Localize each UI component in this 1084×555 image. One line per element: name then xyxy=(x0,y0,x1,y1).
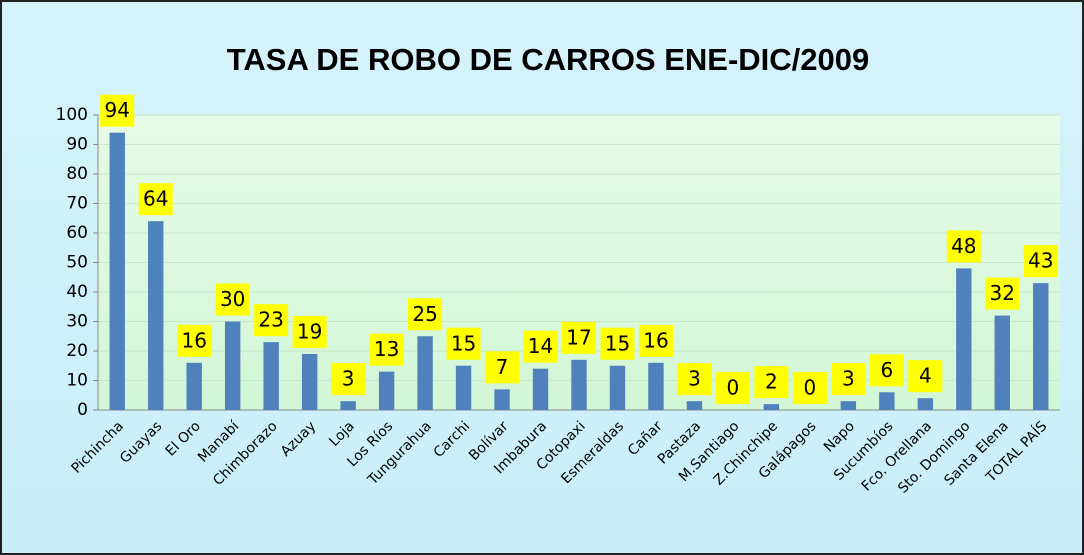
bar xyxy=(1033,283,1049,410)
value-label: 2 xyxy=(765,370,778,394)
value-label: 48 xyxy=(951,234,976,258)
value-label: 43 xyxy=(1028,249,1053,273)
value-label-box xyxy=(831,363,866,396)
value-label-box xyxy=(485,351,520,384)
value-label: 25 xyxy=(412,302,437,326)
value-label-box xyxy=(908,360,943,393)
value-label: 19 xyxy=(297,319,322,343)
bar xyxy=(532,368,549,410)
value-label: 7 xyxy=(496,355,509,379)
value-label-box xyxy=(985,277,1020,310)
bar xyxy=(879,392,895,410)
bar xyxy=(417,336,433,410)
bar xyxy=(609,365,626,410)
value-label: 32 xyxy=(990,281,1015,305)
bar xyxy=(340,401,356,410)
bar xyxy=(917,398,934,410)
value-label-box xyxy=(754,366,789,399)
value-label-box xyxy=(177,324,212,357)
value-label: 0 xyxy=(804,376,817,400)
bar xyxy=(263,342,279,410)
bar xyxy=(301,353,318,410)
value-label: 16 xyxy=(181,328,206,352)
value-label: 64 xyxy=(143,187,168,211)
value-label-box xyxy=(869,354,904,387)
value-label: 13 xyxy=(374,337,399,361)
bar xyxy=(686,401,703,410)
value-label-box xyxy=(408,298,443,331)
y-tick-label: 50 xyxy=(66,253,88,273)
value-label: 23 xyxy=(258,308,283,332)
y-tick-label: 10 xyxy=(66,371,88,391)
y-tick-label: 60 xyxy=(66,223,88,243)
y-tick-label: 30 xyxy=(66,312,88,332)
value-label: 4 xyxy=(919,364,932,388)
value-label: 3 xyxy=(688,367,701,391)
bar xyxy=(571,359,587,410)
bar xyxy=(494,389,510,410)
value-label: 15 xyxy=(451,331,476,355)
y-tick-label: 20 xyxy=(66,341,88,361)
bar xyxy=(956,268,972,410)
value-label-box xyxy=(215,283,250,316)
value-label-box xyxy=(715,372,750,404)
bar xyxy=(840,401,857,410)
y-tick-label: 100 xyxy=(56,105,88,125)
value-label-box xyxy=(1023,245,1058,278)
value-label: 15 xyxy=(605,331,630,355)
value-label-box xyxy=(562,321,596,354)
value-label: 3 xyxy=(342,367,355,391)
value-label-box xyxy=(792,372,827,404)
bar xyxy=(186,362,202,410)
value-label-box xyxy=(369,333,404,366)
value-label: 16 xyxy=(643,328,668,352)
value-label: 6 xyxy=(880,358,893,382)
y-tick-label: 40 xyxy=(66,282,88,302)
value-label: 30 xyxy=(220,287,245,311)
value-label-box xyxy=(523,330,558,363)
bar xyxy=(994,315,1010,410)
chart-title: TASA DE ROBO DE CARROS ENE-DIC/2009 xyxy=(227,42,870,77)
value-label-box xyxy=(138,183,173,216)
value-label: 0 xyxy=(727,376,740,400)
value-label-box xyxy=(100,94,135,127)
bar xyxy=(148,221,164,410)
y-tick-label: 90 xyxy=(66,135,88,155)
y-tick-label: 0 xyxy=(77,400,88,420)
bar xyxy=(648,362,664,410)
value-label-box xyxy=(254,304,289,337)
value-label-box xyxy=(600,327,635,360)
bar xyxy=(455,365,472,410)
value-label: 14 xyxy=(528,334,553,358)
value-label-box xyxy=(446,327,481,360)
value-label-box xyxy=(638,324,673,357)
value-label: 17 xyxy=(566,325,591,349)
value-label-box xyxy=(677,363,712,396)
value-label-box xyxy=(292,315,327,348)
y-tick-label: 80 xyxy=(66,164,88,184)
value-label-box xyxy=(946,230,981,263)
bar xyxy=(224,321,241,410)
y-tick-label: 70 xyxy=(66,194,88,214)
value-label: 3 xyxy=(842,367,855,391)
bar xyxy=(109,132,125,410)
bar xyxy=(378,371,395,410)
value-label-box xyxy=(331,363,366,396)
value-label: 94 xyxy=(105,98,130,122)
bar xyxy=(763,404,780,410)
